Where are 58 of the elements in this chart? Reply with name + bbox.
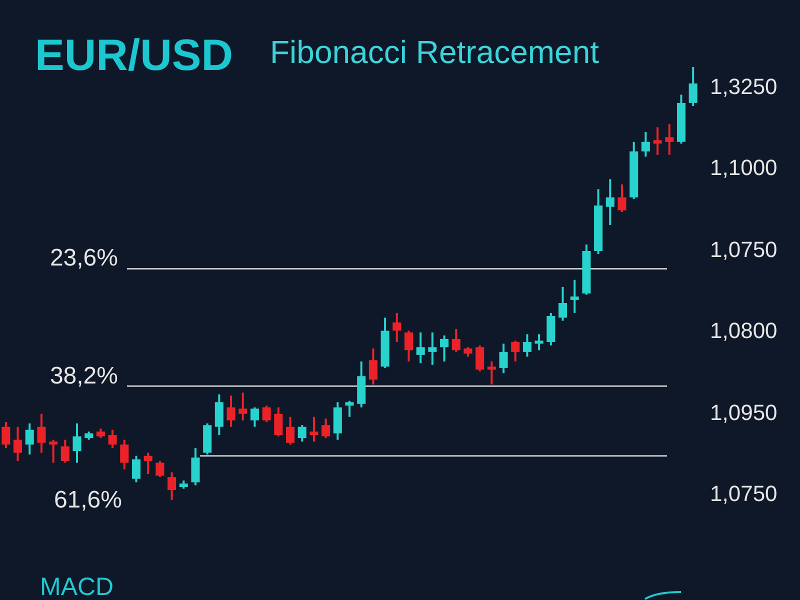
candlestick [522,333,532,358]
candlestick [120,438,129,470]
candlestick [558,286,568,322]
candlestick [416,331,425,364]
candlestick [262,404,271,424]
candlestick [641,130,650,158]
candlestick [238,392,248,422]
text: 1,1000 [710,155,778,180]
candlestick [132,454,141,484]
candlestick [452,328,460,353]
candlestick [345,400,354,418]
candlestick [570,279,579,314]
annotation: 61,6% [54,486,122,514]
candlestick [440,334,449,362]
candlestick [298,424,306,443]
candlestick [476,344,484,372]
candlestick [156,460,164,478]
text: 1,3250 [710,74,778,99]
candlestick [511,340,520,362]
candlestick [322,418,330,440]
candlestick [96,428,105,440]
candlestick [168,471,176,501]
candlestick [226,394,236,428]
candlestick [404,330,414,362]
candlestick [108,428,117,450]
candlestick [487,360,496,386]
candlestick [606,178,614,226]
candlestick [618,183,626,214]
candlestick [653,126,662,156]
chart-title: EUR/USD [35,31,234,80]
text: MACD [40,573,114,600]
candlestick [37,412,46,454]
candlestick [310,416,318,443]
candlestick [286,416,295,446]
candlestick [72,422,82,464]
candlestick [534,333,544,352]
annotation: 38,2% [50,362,118,390]
text: 1,0750 [710,236,778,262]
candlestick [392,312,402,343]
text: 1,0750 [710,481,778,506]
candlestick [274,406,283,438]
candlestick [428,331,437,366]
candlestick [464,346,472,358]
candlestick [49,438,58,464]
candlestick [250,406,259,428]
candlestick [688,66,698,107]
candlestick [499,342,508,374]
text: 1,0950 [710,400,778,425]
chart-subtitle: Fibonacci Retracement [270,34,600,70]
candlestick [25,422,34,456]
candlestick [2,421,10,450]
text: 1,0800 [710,318,778,344]
annotation: 23,6% [50,244,118,272]
candlestick [60,438,70,464]
candlestick [368,347,378,386]
candlestick [144,452,152,476]
candlestick [14,426,22,462]
candlestick [665,123,674,156]
